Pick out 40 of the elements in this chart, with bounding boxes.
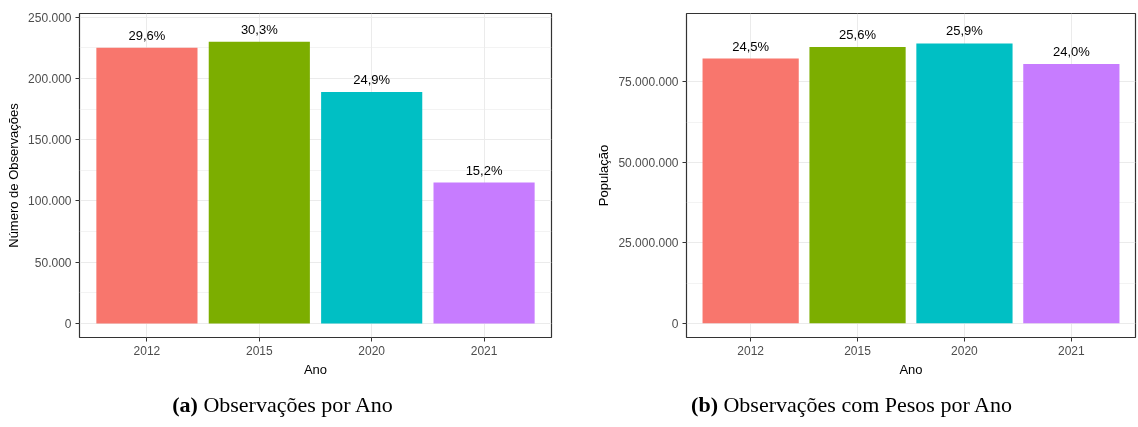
annotation: 24,5% [732,38,770,54]
annotation: 30,3% [240,21,279,37]
x-tick-label: 2012 [133,343,161,358]
y-tick-label: 150.000 [28,133,72,148]
y-axis-title: Número de Observações [6,102,22,248]
y-tick-label: 200.000 [28,71,72,86]
bar [809,47,906,324]
x-tick-label: 2015 [245,343,273,358]
y-tick-label: 50.000.000 [618,155,679,170]
x-tick-label: 2015 [844,343,872,358]
y-tick-label: 50.000 [34,255,72,270]
x-tick-label: 2020 [358,343,386,358]
y-tick-label: 25.000.000 [618,236,679,251]
annotation: 15,2% [465,162,503,178]
bar [433,182,535,324]
x-tick-label: 2020 [951,343,979,358]
y-tick-label: 0 [671,316,679,331]
bar [321,91,423,324]
annotation: 25,9% [946,23,984,39]
bar [916,43,1013,324]
annotation: 29,6% [128,27,166,43]
text: (a) Observações por Ano [172,391,393,419]
text: (b) Observações com Pesos por Ano [691,391,1012,419]
annotation: 24,0% [1052,44,1091,60]
annotation: 24,9% [353,71,391,87]
y-axis-title: População [596,144,612,207]
bar [96,47,198,324]
bar [208,41,310,324]
x-tick-label: 2021 [1058,343,1086,358]
annotation: 25,6% [839,27,877,42]
x-tick-label: 2021 [470,343,498,358]
bar [1023,64,1120,324]
y-tick-label: 75.000.000 [618,75,679,90]
y-tick-label: 0 [64,316,72,331]
x-axis-title: Ano [899,361,923,377]
bar [702,58,799,324]
x-axis-title: Ano [303,361,328,377]
y-tick-label: 250.000 [28,10,72,25]
y-tick-label: 100.000 [28,194,72,209]
x-tick-label: 2012 [737,343,765,358]
